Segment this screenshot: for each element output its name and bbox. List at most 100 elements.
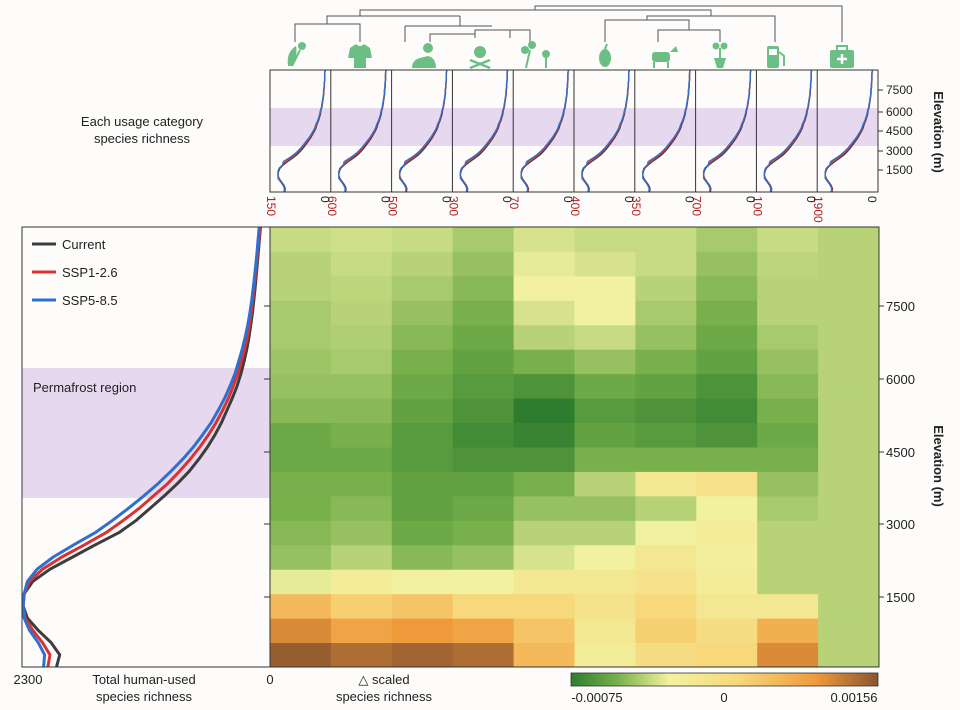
heatmap-cell-poison [452,251,515,277]
heatmap-cell-livestock [635,324,697,350]
heatmap-cell-clothing [330,618,393,644]
heatmap-cell-plant-pot [696,471,758,497]
heatmap-cell-livestock [635,398,697,424]
heatmap-cell-baby [391,471,454,497]
heatmap-cell-fuel [757,544,819,570]
heatmap-cell-clothing [330,471,393,497]
total-richness-panel: Permafrost region Current SSP1-2.6 SSP5-… [14,226,274,704]
colorbar-bar [570,672,879,687]
heatmap-yaxis: 7500 6000 4500 3000 1500 [879,299,915,605]
colorbar-label-zero: 0 [720,690,727,705]
heatmap-cell-flower [513,520,575,546]
legend-label-ssp585: SSP5-8.5 [62,293,118,308]
heatmap-cell-livestock [635,642,697,668]
heatmap-cell-medicine [818,495,880,521]
heatmap-cell-plant-pot [696,447,758,472]
heatmap-cell-medicine [818,569,880,595]
heatmap-ytick-3000: 3000 [886,517,915,532]
category-max-labels: 150 600 500 300 70 400 350 700 100 1900 [264,196,825,223]
category-max-label: 600 [325,196,339,216]
plant-pot-icon [712,42,728,68]
heatmap-cell-fuel [757,422,819,448]
top-ytick-7500: 7500 [886,83,913,97]
heatmap-cell-flower [513,349,575,375]
heatmap-cell-fuel [757,642,819,668]
heatmap-cell-flower [513,324,575,350]
heatmap-cell-herb [270,398,332,424]
top-panel-label-line2: species richness [94,131,191,146]
category-max-label: 700 [690,196,704,216]
heatmap-cell-baby [391,349,454,375]
heatmap-cell-flower [513,593,575,619]
heatmap-cell-herb [270,349,332,375]
heatmap-cell-medicine [818,447,880,472]
heatmap-cell-medicine [818,300,880,326]
top-ytick-4500: 4500 [886,124,913,138]
heatmap-cell-poison [452,324,515,350]
heatmap-cell-baby [391,227,454,252]
heatmap-cell-plant-pot [696,275,758,301]
colorbar-label-min: -0.00075 [571,690,622,705]
heatmap-cell-fuel [757,398,819,424]
heatmap-cell-clothing [330,569,393,595]
category-max-label: 500 [386,196,400,216]
heatmap-cell-poison [452,422,515,448]
heatmap-cell-seed [574,447,636,472]
heatmap-cell-herb [270,544,332,570]
heatmap-cell-livestock [635,569,697,595]
heatmap-cell-medicine [818,275,880,301]
heatmap-cell-plant-pot [696,593,758,619]
heatmap-cell-fuel [757,373,819,399]
heatmap-cell-herb [270,471,332,497]
category-zero-label: 0 [379,196,393,203]
category-max-label: 400 [568,196,582,216]
heatmap-cell-clothing [330,275,393,301]
heatmap-cell-plant-pot [696,495,758,521]
left-xlabel-line2: species richness [96,689,193,704]
category-zero-label: 0 [804,196,818,203]
x-zero-label: 0 [266,672,273,687]
heatmap-cell-baby [391,398,454,424]
heatmap-cell-baby [391,642,454,668]
total-richness-lines [21,226,262,668]
heatmap-cell-fuel [757,251,819,277]
heatmap-cell-baby [391,300,454,326]
heatmap-cell-herb [270,300,332,326]
top-ytick-3000: 3000 [886,144,913,158]
heatmap-ytick-7500: 7500 [886,299,915,314]
heatmap-cell-flower [513,275,575,301]
top-ylabel: Elevation (m) [931,91,946,173]
heatmap-cell-clothing [330,398,393,424]
heatmap-cell-herb [270,275,332,301]
heatmap-cell-poison [452,495,515,521]
category-zero-label: 0 [743,196,757,203]
heatmap-cell-clothing [330,593,393,619]
heatmap-cell-livestock [635,618,697,644]
fuel-icon [767,46,785,68]
heatmap-cell-livestock [635,593,697,619]
heatmap-cell-flower [513,642,575,668]
heatmap-cell-medicine [818,373,880,399]
heatmap-cell-seed [574,520,636,546]
heatmap-cell-flower [513,300,575,326]
heatmap-cell-plant-pot [696,544,758,570]
heatmap-cell-flower [513,373,575,399]
category-max-label: 70 [507,196,521,210]
heatmap-cell-plant-pot [696,422,758,448]
heatmap-cell-seed [574,349,636,375]
heatmap-cell-seed [574,618,636,644]
heatmap-cell-livestock [635,544,697,570]
heatmap-cell-seed [574,275,636,301]
heatmap-cell-herb [270,251,332,277]
heatmap-ytick-1500: 1500 [886,590,915,605]
category-baby-line-ssp585 [398,69,448,193]
livestock-icon [652,46,678,68]
heatmap-cell-poison [452,300,515,326]
heatmap-cell-fuel [757,349,819,375]
heatmap-cell-medicine [818,642,880,668]
heatmap-cell-clothing [330,495,393,521]
heatmap-cell-plant-pot [696,227,758,252]
category-seed-line-ssp585 [581,69,630,193]
heatmap-cell-seed [574,544,636,570]
